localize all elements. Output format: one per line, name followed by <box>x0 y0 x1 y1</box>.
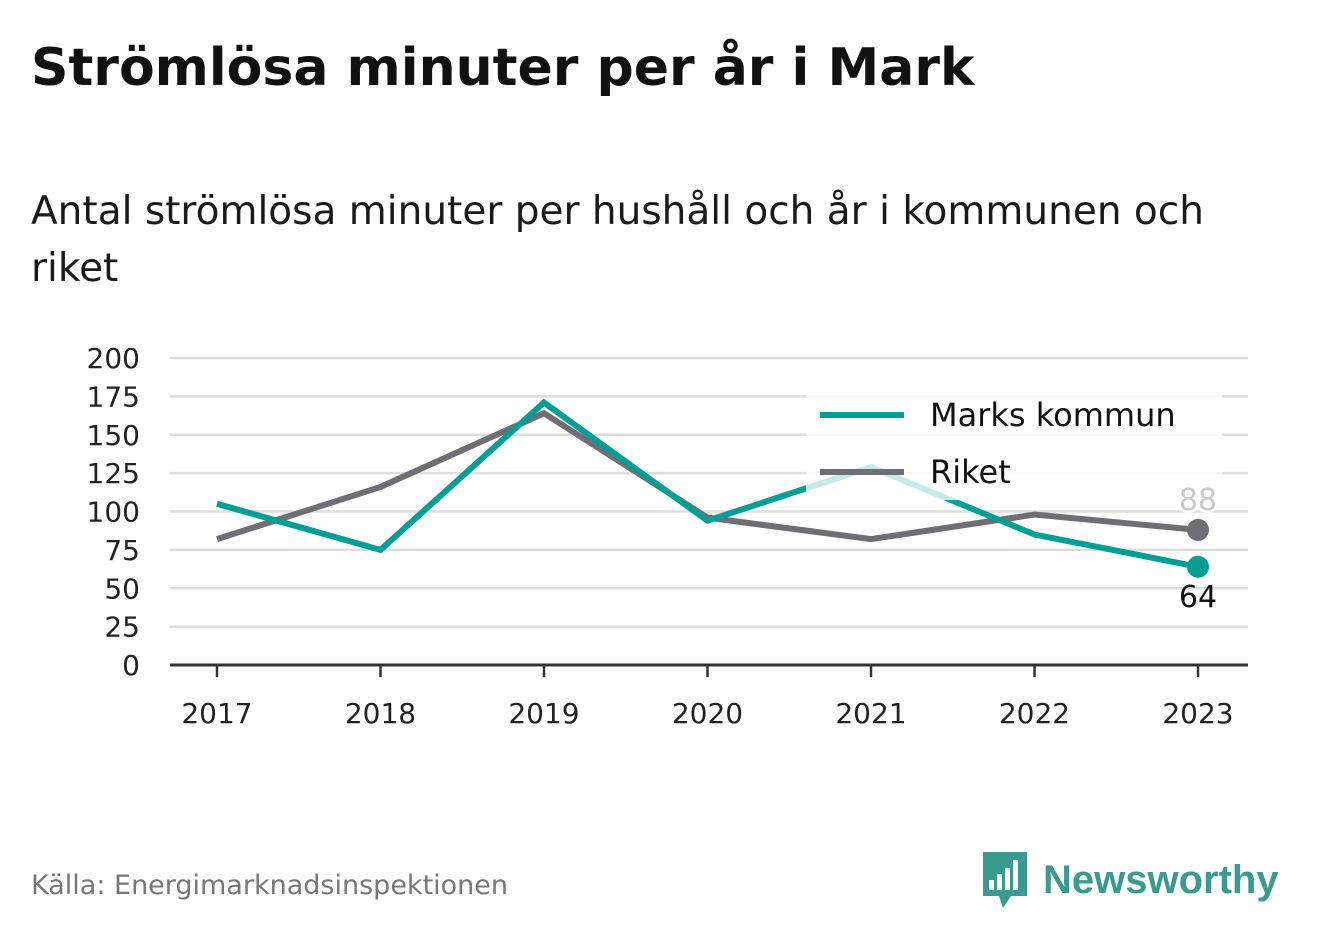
chart-subtitle: Antal strömlösa minuter per hushåll och … <box>31 189 1204 291</box>
legend: Marks kommun Riket <box>806 386 1222 500</box>
newsworthy-logo: Newsworthy <box>981 848 1279 912</box>
x-tick-label: 2020 <box>672 697 743 730</box>
y-tick-label: 25 <box>104 611 140 644</box>
chart-title: Strömlösa minuter per år i Mark <box>31 38 975 98</box>
y-tick-label: 0 <box>122 649 140 682</box>
x-tick-label: 2018 <box>345 697 416 730</box>
logo-text: Newsworthy <box>1043 857 1279 902</box>
x-tick-label: 2017 <box>181 697 252 730</box>
series-end-point <box>1187 518 1209 541</box>
y-axis-ticks: 0 25 50 75 100 125 150 175 200 <box>87 342 140 682</box>
x-tick-label: 2022 <box>999 697 1070 730</box>
x-tick-label: 2023 <box>1162 697 1233 730</box>
series-lines <box>216 398 1209 578</box>
legend-label: Marks kommun <box>930 396 1176 434</box>
bar-chart-speech-bubble-icon <box>983 852 1027 908</box>
y-tick-label: 175 <box>87 380 140 413</box>
series-line-marks-kommun <box>216 398 1199 570</box>
y-tick-label: 75 <box>104 534 140 567</box>
legend-background <box>806 386 1222 500</box>
x-tick-label: 2019 <box>508 697 579 730</box>
y-tick-label: 125 <box>87 457 140 490</box>
x-tick-label: 2021 <box>835 697 906 730</box>
legend-label: Riket <box>930 453 1011 491</box>
end-labels: 64 88 <box>1176 480 1219 615</box>
y-tick-label: 50 <box>104 572 140 605</box>
x-axis-ticks: 2017 2018 2019 2020 2021 2022 2023 <box>181 665 1234 730</box>
end-label-marks-kommun: 64 <box>1179 580 1217 615</box>
series-end-point <box>1187 555 1209 578</box>
y-tick-label: 200 <box>87 342 140 375</box>
source-note: Källa: Energimarknadsinspektionen <box>31 870 509 901</box>
end-label-riket: 88 <box>1179 483 1217 518</box>
y-tick-label: 100 <box>87 496 140 529</box>
y-tick-label: 150 <box>87 419 140 452</box>
